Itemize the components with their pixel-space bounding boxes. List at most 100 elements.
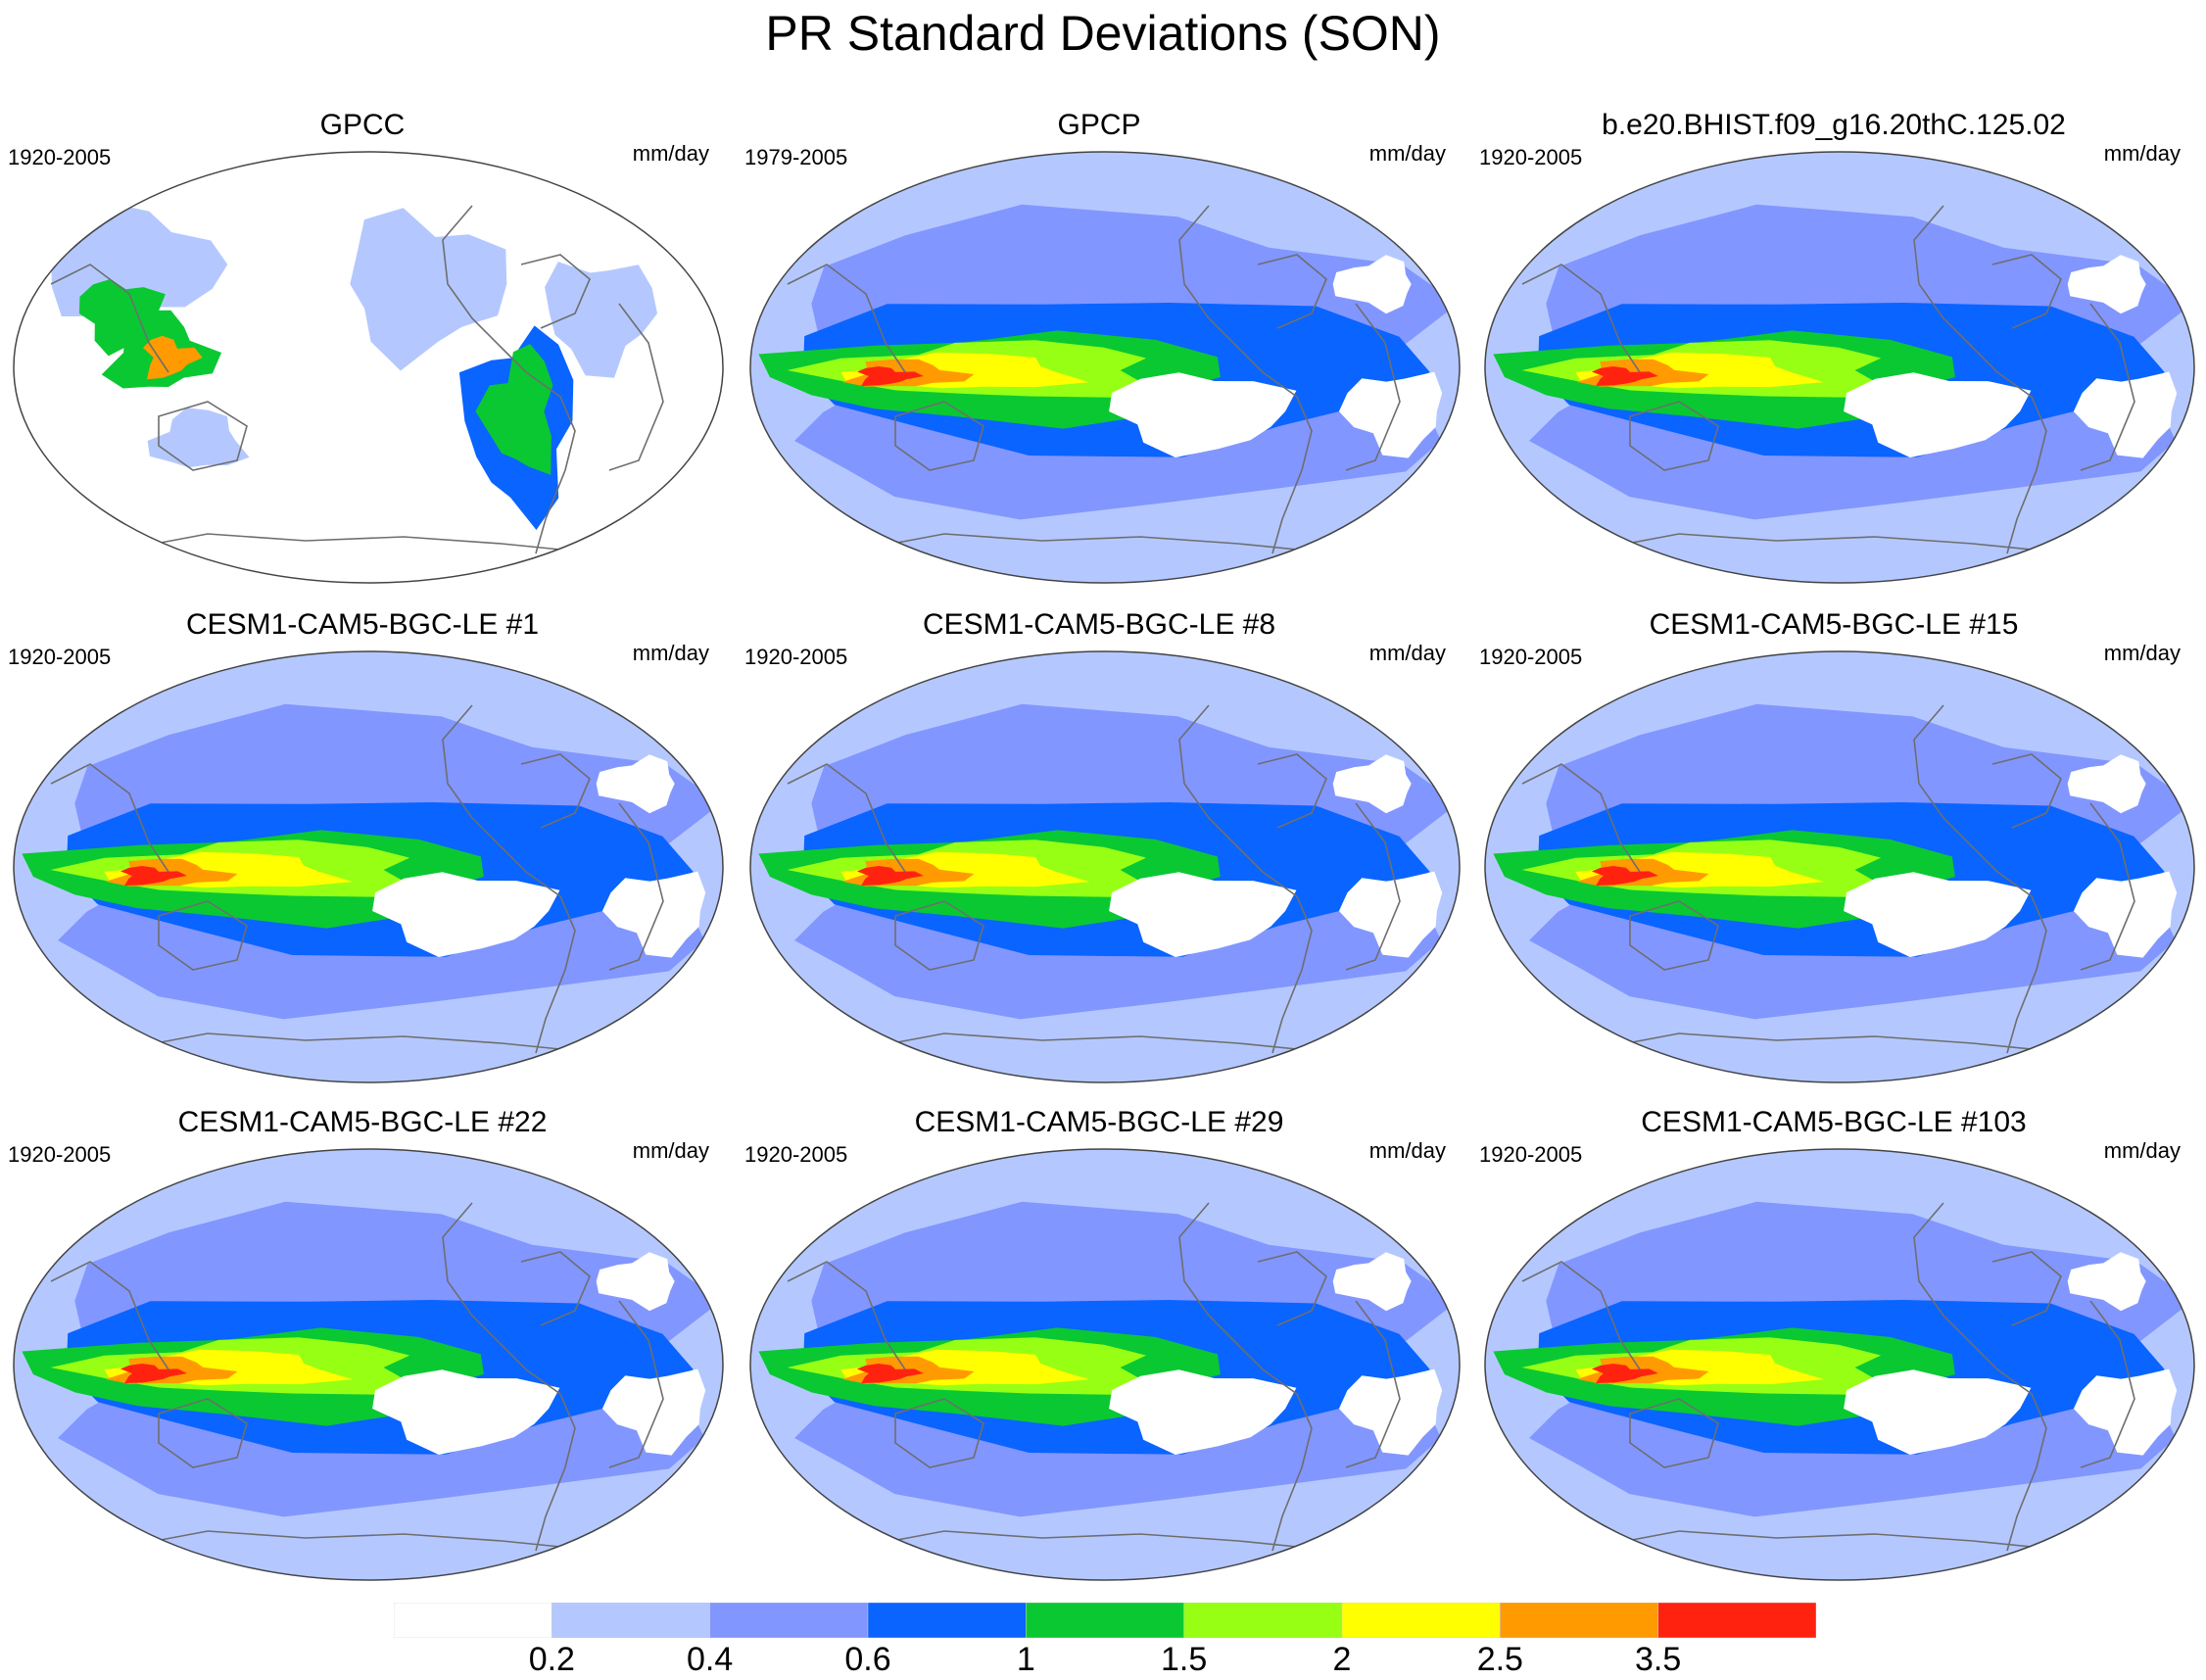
south-atlantic-dry: [601, 1368, 706, 1456]
north-atlantic-dry: [1332, 1252, 1412, 1312]
coastline-americas: [1913, 704, 2047, 1054]
colorbar-box: [394, 1603, 552, 1638]
colorbar-tick-label: 0.4: [687, 1641, 734, 1678]
colorbar-tick-label: 2.5: [1476, 1641, 1523, 1678]
south-atlantic-dry: [601, 871, 706, 958]
map-globe: [749, 151, 1461, 584]
panel-years: 1979-2005: [744, 145, 848, 169]
north-atlantic-dry: [1332, 255, 1412, 314]
warm-pool-peak: [856, 366, 924, 386]
coastline-australia: [894, 401, 984, 471]
coastline-africa: [1345, 1300, 1401, 1468]
southeast-pacific-dry: [372, 872, 560, 957]
warm-pool-peak: [1591, 1364, 1658, 1383]
coastline-africa: [608, 303, 664, 471]
map-panel: CESM1-CAM5-BGC-LE #22 1920-2005 mm/day: [0, 1105, 725, 1595]
map-border: [749, 650, 1461, 1083]
map-panel: CESM1-CAM5-BGC-LE #103 1920-2005 mm/day: [1471, 1105, 2196, 1595]
north-atlantic-dry: [1332, 754, 1412, 814]
maritime-continent-peak: [143, 335, 203, 380]
coastline-africa: [1345, 802, 1401, 971]
coastline-antarctica: [128, 1530, 600, 1552]
panel-units: mm/day: [1368, 1138, 1446, 1163]
warm-pool-peak: [120, 866, 187, 886]
map-globe: [13, 1148, 724, 1581]
coastline-asia: [1521, 763, 1641, 873]
coastline-australia: [158, 1398, 248, 1468]
panel-years: 1920-2005: [8, 1142, 112, 1167]
panel-years: 1920-2005: [744, 1142, 848, 1167]
panel-units: mm/day: [2103, 641, 2181, 665]
coastline-africa: [608, 1300, 664, 1468]
panel-units: mm/day: [2103, 141, 2181, 166]
coastline-asia: [50, 763, 169, 873]
southeast-pacific-dry: [1109, 372, 1297, 457]
coastline-australia: [158, 401, 248, 471]
southeast-pacific-dry: [1109, 872, 1297, 957]
panel-title: GPCC: [319, 109, 406, 141]
panel-title: b.e20.BHIST.f09_g16.20thC.125.02: [1602, 109, 2066, 141]
panel-title: CESM1-CAM5-BGC-LE #15: [1649, 608, 2019, 641]
south-atlantic-dry: [2073, 1368, 2178, 1456]
coastline-north-america-east: [1991, 1251, 2062, 1326]
colorbar-box: [867, 1603, 1027, 1638]
coastline-asia: [50, 1261, 169, 1370]
coastline-australia: [894, 1398, 984, 1468]
coastline-americas: [1178, 704, 1313, 1054]
south-atlantic-dry: [1338, 1368, 1443, 1456]
south-atlantic-dry: [1338, 871, 1443, 958]
coastline-asia: [1521, 264, 1641, 373]
warm-pool-peak: [856, 866, 924, 886]
panel-units: mm/day: [632, 641, 709, 665]
panel-title: CESM1-CAM5-BGC-LE #1: [185, 608, 540, 641]
panel-years: 1920-2005: [744, 645, 848, 669]
coastline-americas: [1913, 1202, 2047, 1552]
panel-years: 1920-2005: [1479, 1142, 1583, 1167]
coastline-africa: [2080, 1300, 2135, 1468]
map-globe: [1484, 151, 2195, 584]
map-globe: [749, 650, 1461, 1083]
coastline-americas: [1178, 1202, 1313, 1552]
south-atlantic-dry: [1338, 371, 1443, 458]
colorbar-box: [1657, 1603, 1816, 1638]
coastline-australia: [1629, 1398, 1719, 1468]
coastline-asia: [787, 1261, 906, 1370]
coastline-americas: [442, 704, 576, 1054]
coastline-north-america-east: [1991, 753, 2062, 829]
colorbar-tick-label: 0.2: [528, 1641, 575, 1678]
coastline-asia: [787, 763, 906, 873]
southeast-pacific-dry: [1109, 1369, 1297, 1455]
panel-title: GPCP: [1057, 109, 1141, 141]
panel-units: mm/day: [632, 1138, 709, 1163]
north-atlantic-dry: [2067, 1252, 2146, 1312]
coastline-north-america-east: [520, 254, 591, 329]
southeast-pacific-dry: [1844, 872, 2032, 957]
map-globe: [13, 151, 724, 584]
panel-title: CESM1-CAM5-BGC-LE #103: [1641, 1106, 2027, 1138]
colorbar-box: [1341, 1603, 1501, 1638]
map-border: [1484, 151, 2195, 584]
map-border: [13, 650, 724, 1083]
coastline-australia: [1629, 900, 1719, 971]
map-border: [1484, 650, 2195, 1083]
colorbar-labels: 0.2 0.4 0.6 1 1.5 2 2.5 3.5: [394, 1640, 1816, 1679]
panel-units: mm/day: [1368, 641, 1446, 665]
panel-units: mm/day: [2103, 1138, 2181, 1163]
coastline-australia: [894, 900, 984, 971]
coastline-north-america-east: [1991, 254, 2062, 329]
map-border: [749, 1148, 1461, 1581]
panel-years: 1920-2005: [8, 645, 112, 669]
europe-africa-low-band: [545, 262, 657, 378]
map-panel: CESM1-CAM5-BGC-LE #8 1920-2005 mm/day: [737, 607, 1462, 1097]
colorbar-box: [552, 1603, 710, 1638]
coastline-north-america-east: [520, 1251, 591, 1326]
map-globe: [749, 1148, 1461, 1581]
southeast-pacific-dry: [1844, 372, 2032, 457]
panel-years: 1920-2005: [1479, 645, 1583, 669]
coastline-africa: [2080, 802, 2135, 971]
coastline-antarctica: [1600, 1032, 2072, 1054]
map-border: [749, 151, 1461, 584]
coastline-asia: [1521, 1261, 1641, 1370]
east-asia-band: [78, 278, 166, 357]
coastline-americas: [1913, 205, 2047, 554]
